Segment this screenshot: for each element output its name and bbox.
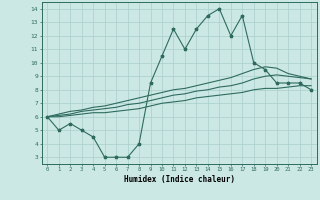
X-axis label: Humidex (Indice chaleur): Humidex (Indice chaleur) bbox=[124, 175, 235, 184]
